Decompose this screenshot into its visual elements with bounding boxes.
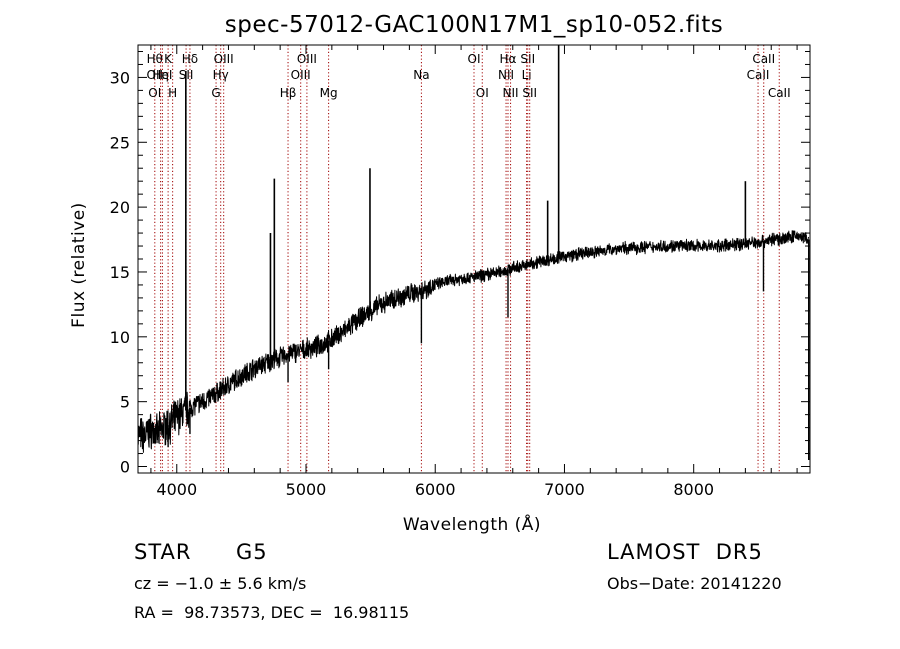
- line-marker-label: NII: [503, 86, 519, 100]
- observation-date: Obs−Date: 20141220: [607, 574, 782, 593]
- line-marker-label: OI: [468, 52, 481, 66]
- line-marker-label: Hβ: [280, 86, 297, 100]
- x-tick-label: 8000: [673, 480, 714, 499]
- y-tick-label: 10: [110, 328, 130, 347]
- line-marker-label: G: [211, 86, 220, 100]
- y-tick-label: 20: [110, 198, 130, 217]
- object-subclass: G5: [236, 540, 268, 564]
- y-axis-ticks: 0 5 10 15 20 25 30: [110, 50, 810, 477]
- line-marker-label: CaII: [747, 68, 770, 82]
- y-tick-label: 0: [120, 458, 130, 477]
- line-marker-label: CaII: [752, 52, 775, 66]
- line-marker-label: OIII: [297, 52, 317, 66]
- y-tick-label: 25: [110, 133, 130, 152]
- survey-name: LAMOST DR5: [607, 540, 763, 564]
- line-marker-label: Mg: [320, 86, 338, 100]
- y-tick-label: 30: [110, 68, 130, 87]
- line-marker-label: Li: [522, 68, 532, 82]
- x-axis-ticks: 4000 5000 6000 7000 8000: [150, 45, 798, 499]
- y-tick-label: 15: [110, 263, 130, 282]
- line-marker-label: OII: [147, 68, 164, 82]
- line-marker-label: OIII: [214, 52, 234, 66]
- y-tick-label: 5: [120, 393, 130, 412]
- coordinates: RA = 98.73573, DEC = 16.98115: [134, 603, 410, 622]
- redshift-velocity: cz = −1.0 ± 5.6 km/s: [134, 574, 307, 593]
- line-marker-label: OIII: [291, 68, 311, 82]
- line-marker-label: K: [164, 52, 173, 66]
- line-marker-label: Hγ: [213, 68, 229, 82]
- line-marker-label: HeI: [152, 68, 172, 82]
- object-class: STAR: [134, 540, 192, 564]
- line-marker-label: Hα: [500, 52, 517, 66]
- spectrum-line: [137, 230, 810, 453]
- line-marker-label: Hη: [152, 68, 169, 82]
- y-axis-label: Flux (relative): [69, 202, 89, 328]
- line-marker-label: OI: [476, 86, 489, 100]
- x-axis-label: Wavelength (Å): [403, 513, 541, 535]
- line-marker-label: OI: [148, 86, 161, 100]
- line-marker-label: SII: [522, 86, 537, 100]
- line-marker-label: Hδ: [182, 52, 198, 66]
- line-marker-label: H: [168, 86, 177, 100]
- line-marker-label: NII: [498, 68, 514, 82]
- x-tick-label: 6000: [415, 480, 456, 499]
- spectrum-series: [137, 45, 810, 461]
- chart-title: spec-57012-GAC100N17M1_sp10-052.fits: [225, 12, 723, 38]
- line-marker-label: Na: [413, 68, 429, 82]
- x-tick-label: 5000: [286, 480, 327, 499]
- x-tick-label: 7000: [544, 480, 585, 499]
- line-marker-label: Hθ: [147, 52, 163, 66]
- line-marker-label: CaII: [768, 86, 791, 100]
- line-marker-label: SII: [520, 52, 535, 66]
- x-tick-label: 4000: [156, 480, 197, 499]
